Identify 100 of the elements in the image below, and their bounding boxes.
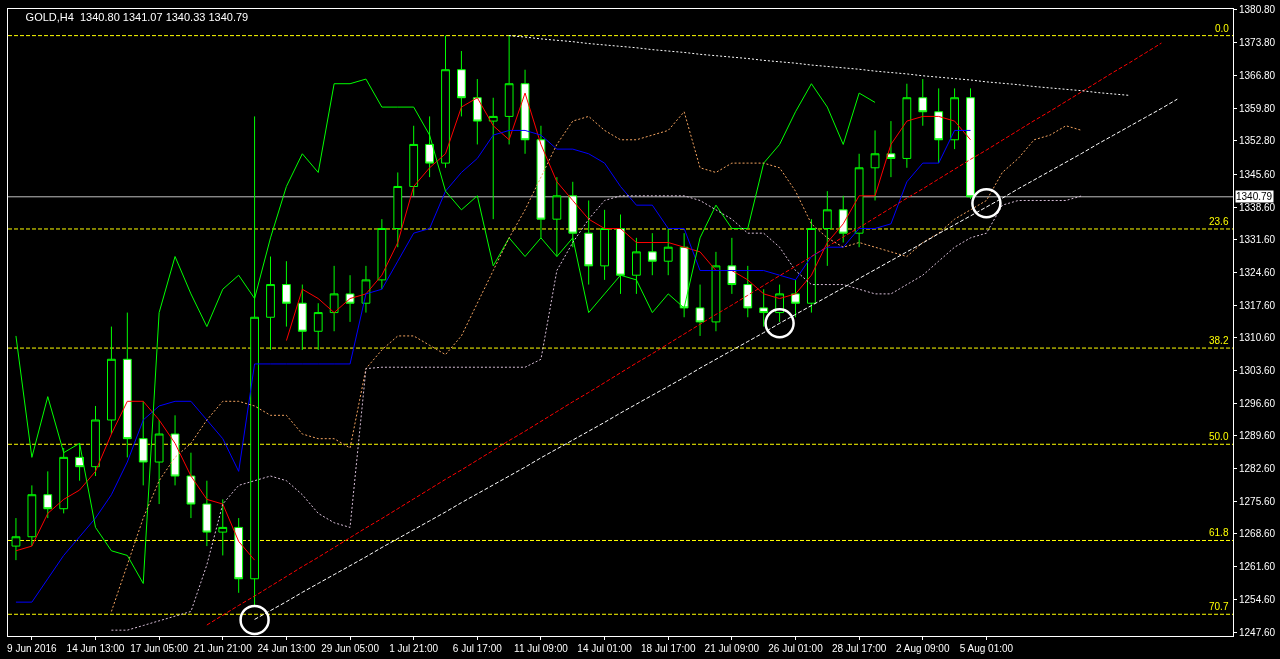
- candlestick: [202, 480, 212, 547]
- y-tick-label: 1366.80: [1239, 69, 1276, 81]
- y-tick-label: 1254.60: [1239, 593, 1276, 605]
- line-series: [110, 111, 1083, 612]
- candlestick: [297, 284, 307, 351]
- candlestick: [266, 256, 275, 351]
- y-tick-label: 1352.80: [1239, 135, 1276, 147]
- annotation: 23.6: [1209, 216, 1229, 227]
- chart-title: GOLD,H4 1340.80 1341.07 1340.33 1340.79: [25, 10, 249, 23]
- candlestick: [282, 260, 291, 328]
- point: [239, 604, 270, 636]
- candlestick: [918, 78, 928, 127]
- x-tick-label: 6 Jul 17:00: [452, 643, 503, 654]
- candlestick: [838, 195, 848, 244]
- candlestick: [218, 498, 228, 556]
- y-tick-label: 1275.60: [1239, 495, 1276, 507]
- x-tick-label: 14 Jun 13:00: [66, 643, 125, 654]
- candlestick: [457, 50, 466, 117]
- line-series: [15, 129, 971, 603]
- y-tick-label: 1310.60: [1239, 332, 1276, 344]
- candlestick: [934, 87, 944, 164]
- x-tick-label: 29 Jun 05:00: [321, 643, 380, 654]
- candlestick: [107, 326, 116, 435]
- y-tick-label: 1338.60: [1239, 201, 1276, 213]
- candlestick: [472, 78, 482, 145]
- candlestick: [536, 125, 546, 239]
- line-series: [206, 42, 1162, 626]
- x-tick-label: 1 Jul 21:00: [389, 643, 439, 654]
- candlestick: [441, 35, 450, 169]
- annotation: 0.0: [1215, 23, 1230, 34]
- x-tick-label: 21 Jun 21:00: [193, 643, 253, 654]
- candlestick: [186, 452, 196, 519]
- candlestick: [170, 414, 180, 486]
- x-tick-label: 5 Aug 01:00: [959, 643, 1014, 654]
- x-tick-label: 17 Jun 05:00: [130, 643, 189, 654]
- y-tick-label: 1324.60: [1239, 266, 1276, 278]
- candlestick: [791, 279, 800, 318]
- candlestick: [504, 35, 514, 145]
- y-tick-label: 1289.60: [1239, 430, 1276, 442]
- candlestick: [902, 83, 912, 169]
- y-tick-label: 1268.60: [1239, 528, 1276, 540]
- candlestick: [329, 265, 339, 332]
- annotation: 70.7: [1209, 601, 1229, 612]
- candlestick: [822, 190, 832, 267]
- candlestick: [711, 251, 721, 332]
- candlestick: [695, 284, 705, 337]
- candlestick: [584, 199, 594, 286]
- x-tick-label: 11 Jul 09:00: [514, 643, 569, 654]
- candlestick: [27, 484, 37, 547]
- y-tick-label: 1317.60: [1239, 299, 1276, 311]
- candlestick: [409, 125, 419, 197]
- y-tick-label: 1282.60: [1239, 463, 1276, 475]
- candlestick: [663, 228, 673, 276]
- x-tick-label: 18 Jul 17:00: [640, 643, 696, 654]
- x-tick-label: 24 Jun 13:00: [257, 643, 316, 654]
- candlestick: [886, 120, 896, 178]
- candlestick: [616, 214, 625, 295]
- y-tick-label: 1261.60: [1239, 561, 1276, 573]
- candlestick: [425, 115, 434, 178]
- candlestick: [234, 517, 244, 594]
- candlestick: [870, 129, 880, 201]
- point: [971, 188, 1002, 219]
- y-tick-label: 1380.80: [1239, 4, 1276, 16]
- y-tick-label: 1296.60: [1239, 397, 1276, 409]
- x-tick-label: 28 Jul 17:00: [831, 643, 887, 654]
- candlestick: [807, 218, 816, 314]
- y-tick-label: 1331.60: [1239, 234, 1276, 246]
- y-tick-label: 1359.80: [1239, 102, 1276, 114]
- candlestick: [632, 237, 641, 295]
- candlestick: [743, 265, 753, 318]
- candlestick: [122, 312, 132, 458]
- y-tick-label: 1373.80: [1239, 37, 1276, 49]
- candlestick: [11, 517, 21, 561]
- x-tick-label: 26 Jul 01:00: [768, 643, 824, 654]
- annotation: 38.2: [1209, 335, 1229, 346]
- candlestick: [393, 171, 403, 248]
- candlestick: [488, 97, 498, 220]
- candlestick: [59, 447, 69, 514]
- annotation: 61.8: [1209, 527, 1229, 538]
- candlestick: [138, 400, 148, 486]
- x-tick-label: 2 Aug 09:00: [896, 643, 950, 654]
- candlestick: [154, 419, 164, 505]
- candlestick: [647, 232, 657, 276]
- candlestick: [91, 405, 100, 477]
- candlestick: [43, 470, 53, 519]
- candlestick: [313, 302, 323, 351]
- y-tick-label: 1303.60: [1239, 364, 1276, 376]
- candlestick: [950, 87, 959, 150]
- y-tick-label: 1247.60: [1239, 626, 1276, 638]
- candlestick: [727, 237, 737, 295]
- point: [764, 308, 795, 339]
- candlestick: [679, 232, 689, 318]
- line-series: [508, 35, 1131, 96]
- x-tick-label: 14 Jul 01:00: [577, 643, 633, 654]
- ref-line-label: 1340.79: [1236, 191, 1273, 202]
- candlestick: [600, 209, 609, 281]
- candlestick: [377, 218, 387, 290]
- x-tick-label: 9 Jun 2016: [7, 643, 58, 654]
- x-tick-label: 21 Jul 09:00: [704, 643, 760, 654]
- candlestick: [854, 153, 864, 248]
